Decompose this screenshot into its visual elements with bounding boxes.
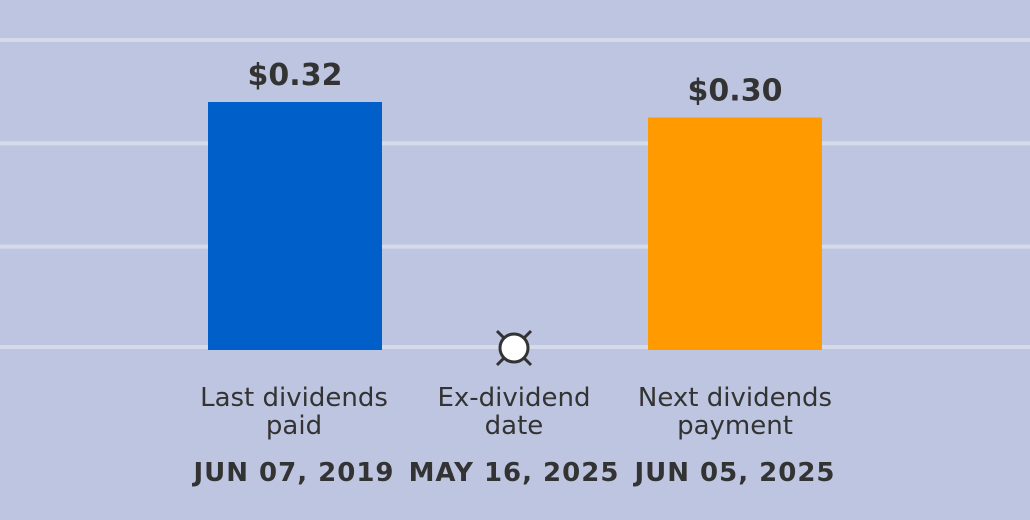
bars — [208, 102, 822, 350]
date-label-last-dividends: JUN 07, 2019 — [193, 458, 395, 488]
category-label-line1: Ex-dividend — [437, 383, 591, 413]
category-label-next-dividends: Next dividends payment — [620, 384, 850, 440]
category-label-line1: Last dividends — [200, 383, 388, 413]
value-label-0: $0.32 — [248, 58, 343, 93]
ex-dividend-marker-icon — [495, 329, 533, 367]
category-label-last-dividends: Last dividends paid — [179, 384, 409, 440]
value-labels: $0.32 $0.30 — [248, 58, 783, 109]
category-label-line2: paid — [265, 411, 323, 441]
category-label-line1: Next dividends — [637, 383, 833, 413]
gridlines — [0, 38, 1030, 349]
category-label-line2: date — [484, 411, 544, 441]
date-label-next-dividends: JUN 05, 2025 — [634, 458, 836, 488]
category-label-ex-dividend: Ex-dividend date — [399, 384, 629, 440]
category-label-line2: payment — [677, 411, 793, 441]
bar-0 — [208, 102, 382, 350]
date-label-ex-dividend: MAY 16, 2025 — [408, 458, 620, 488]
value-label-2: $0.30 — [688, 74, 783, 109]
bar-2 — [648, 117, 822, 350]
